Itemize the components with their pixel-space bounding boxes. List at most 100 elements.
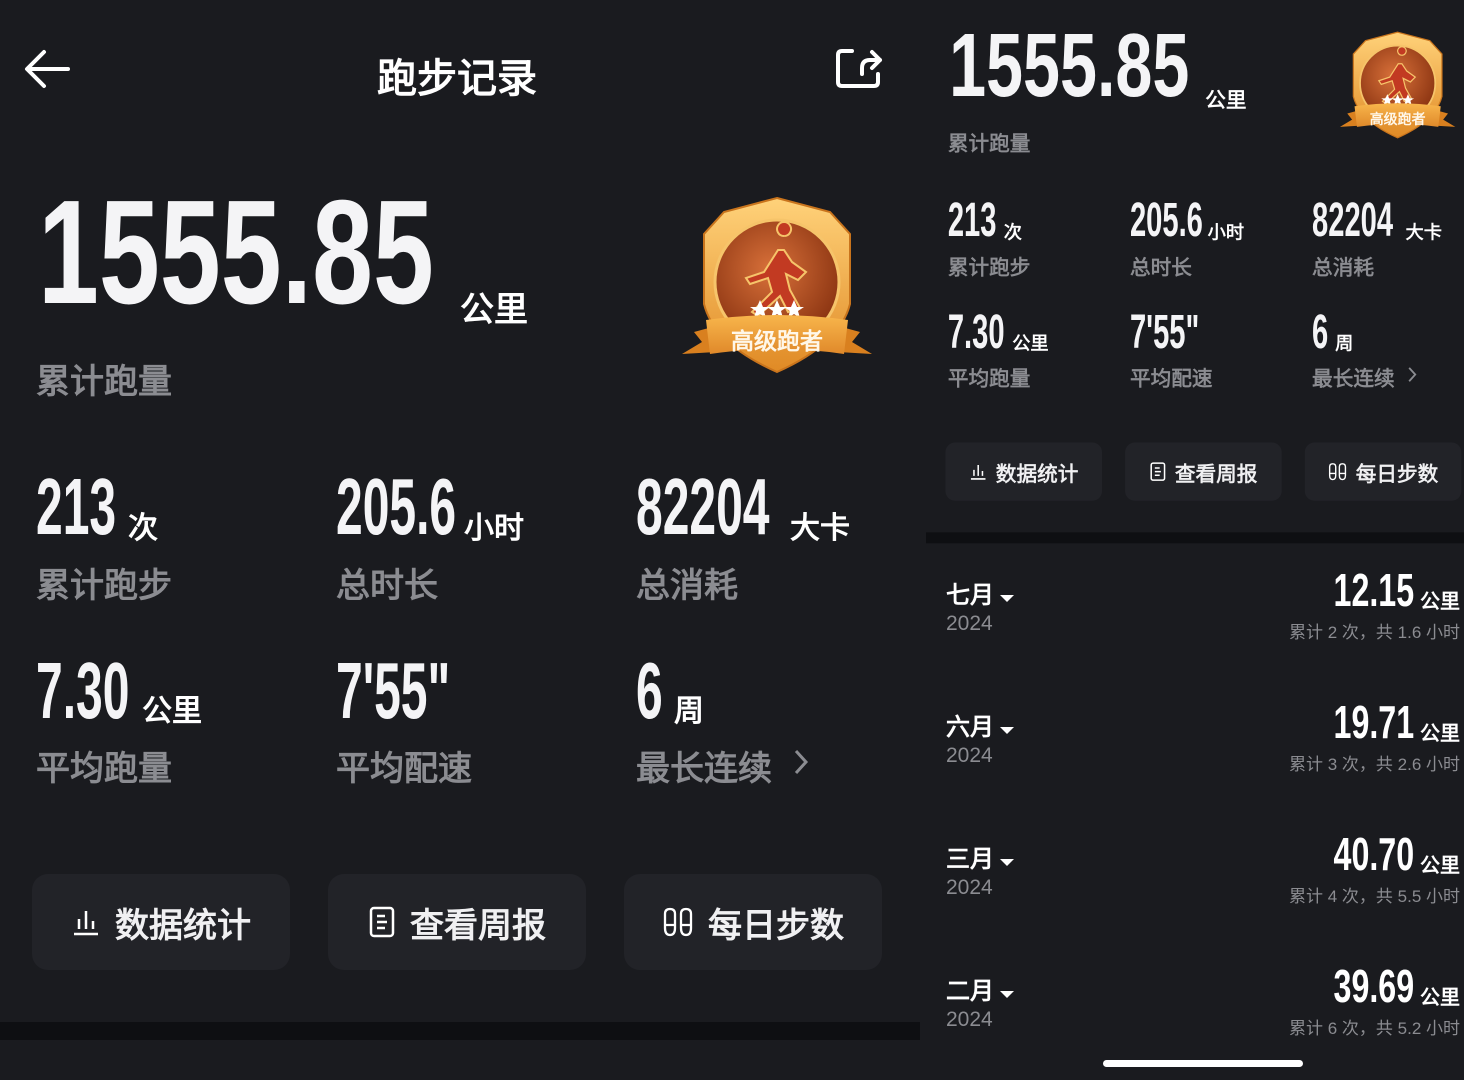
summary-section: 1555.85 公里 累计跑量 高级跑者 213 次 累计跑步: [926, 0, 1464, 568]
document-icon: [1150, 462, 1166, 481]
stat-unit: 小时: [1207, 222, 1245, 243]
button-label: 每日步数: [1355, 462, 1439, 486]
stat-label: 累计跑步: [36, 567, 172, 605]
stat-value: 82204: [1312, 192, 1394, 247]
stat-value: 213: [947, 192, 997, 247]
month-label[interactable]: 三月: [946, 839, 1014, 874]
data-statistics-button[interactable]: 数据统计: [945, 442, 1103, 501]
stat-label: 总消耗: [636, 567, 738, 605]
stat-label: 总时长: [1129, 256, 1192, 280]
arrow-left-icon[interactable]: [22, 48, 72, 90]
month-label[interactable]: 二月: [946, 971, 1014, 1006]
section-divider: [926, 532, 1464, 544]
total-distance-value: 1555.85: [38, 170, 434, 335]
month-label[interactable]: 七月: [946, 575, 1014, 610]
footprints-icon: [1328, 463, 1347, 481]
button-label: 数据统计: [115, 906, 251, 945]
year-label: 2024: [946, 744, 993, 767]
weekly-report-button[interactable]: 查看周报: [328, 874, 586, 970]
stat-value: 7'55": [1129, 304, 1200, 359]
button-label: 查看周报: [1174, 462, 1258, 486]
runner-badge-icon: [682, 196, 872, 374]
stat-label: 平均配速: [336, 750, 472, 788]
month-distance: 39.69: [1333, 960, 1414, 1012]
section-divider: [0, 1022, 920, 1040]
stat-value: 7.30: [947, 304, 1005, 359]
month-distance-unit: 公里: [1420, 723, 1460, 745]
total-distance-label: 累计跑量: [36, 363, 172, 401]
stat-unit: 周: [1335, 333, 1354, 354]
weekly-report-button[interactable]: 查看周报: [1125, 442, 1282, 501]
summary-section: 1555.85 公里 累计跑量 高级跑者 213 次 累计跑步: [0, 170, 920, 1040]
year-label: 2024: [946, 876, 993, 899]
month-label[interactable]: 六月: [946, 707, 1014, 742]
senior-runner-badge[interactable]: 高级跑者: [1339, 30, 1457, 142]
chevron-right-icon: [794, 749, 809, 775]
page-title: 跑步记录: [377, 57, 537, 101]
stat-label: 总时长: [336, 567, 438, 605]
stat-unit: 小时: [464, 512, 524, 545]
senior-runner-badge[interactable]: 高级跑者: [680, 194, 874, 378]
stat-unit: 大卡: [1405, 222, 1442, 243]
total-distance-value: 1555.85: [949, 15, 1190, 116]
stat-label: 最长连续: [636, 750, 772, 788]
stat-label: 平均跑量: [947, 367, 1031, 391]
stat-value: 205.6: [1129, 192, 1203, 247]
stat-value: 205.6: [336, 462, 457, 551]
stat-value: 6: [1312, 304, 1329, 359]
month-distance-unit: 公里: [1420, 855, 1460, 877]
running-record-screen: 跑步记录 1555.85 公里 累计跑量 高级跑者 213 次: [0, 46, 920, 1040]
bar-chart-icon: [970, 464, 986, 480]
month-summary: 累计 4 次，共 5.5 小时: [1289, 887, 1460, 906]
month-distance: 12.15: [1333, 564, 1414, 616]
stat-label: 平均跑量: [36, 750, 172, 788]
caret-down-icon: [1000, 991, 1014, 998]
stat-value: 6: [636, 646, 663, 735]
month-summary: 累计 6 次，共 5.2 小时: [1289, 1019, 1460, 1038]
daily-steps-button[interactable]: 每日步数: [1304, 442, 1462, 501]
stat-unit: 公里: [142, 695, 202, 728]
stat-unit: 周: [674, 695, 704, 728]
stat-unit: 公里: [1012, 333, 1049, 354]
stat-value: 82204: [636, 462, 770, 551]
stat-unit: 次: [128, 512, 158, 545]
monthly-list: 七月 2024 12.15 公里 累计 2 次，共 1.6 小时 六月 2024 …: [920, 545, 1464, 1080]
stat-label: 最长连续: [1312, 367, 1395, 391]
total-distance-unit: 公里: [1205, 88, 1247, 112]
button-label: 查看周报: [410, 906, 546, 945]
running-record-screen-scrolled: 1555.85 公里 累计跑量 高级跑者 213 次 累计跑步: [920, 0, 1464, 1080]
total-distance-unit: 公里: [460, 291, 528, 329]
stat-value: 7.30: [36, 646, 130, 735]
month-distance: 19.71: [1333, 696, 1414, 748]
caret-down-icon: [1000, 727, 1014, 734]
month-summary: 累计 3 次，共 2.6 小时: [1289, 755, 1460, 774]
month-distance-unit: 公里: [1420, 591, 1460, 613]
month-summary: 累计 2 次，共 1.6 小时: [1289, 623, 1460, 642]
button-label: 数据统计: [995, 462, 1079, 486]
document-icon: [369, 906, 395, 938]
daily-steps-button[interactable]: 每日步数: [624, 874, 882, 970]
share-icon[interactable]: [834, 46, 884, 90]
footprints-icon: [663, 907, 693, 937]
runner-badge-icon: [1339, 31, 1456, 139]
chevron-right-icon: [1408, 367, 1417, 382]
stat-unit: 大卡: [790, 512, 850, 545]
month-distance: 40.70: [1333, 828, 1414, 880]
stat-value: 213: [36, 462, 117, 551]
stat-value: 7'55": [336, 646, 451, 735]
bar-chart-icon: [74, 911, 98, 936]
badge-label: 高级跑者: [731, 328, 823, 354]
stat-label: 累计跑步: [947, 256, 1031, 280]
stat-unit: 次: [1003, 222, 1022, 243]
data-statistics-button[interactable]: 数据统计: [32, 874, 290, 970]
caret-down-icon: [1000, 859, 1014, 866]
home-indicator[interactable]: [1103, 1060, 1303, 1067]
year-label: 2024: [946, 1008, 993, 1031]
stat-label: 平均配速: [1129, 367, 1213, 391]
month-distance-unit: 公里: [1420, 987, 1460, 1009]
year-label: 2024: [946, 612, 993, 635]
total-distance-label: 累计跑量: [947, 132, 1031, 156]
caret-down-icon: [1000, 595, 1014, 602]
badge-label: 高级跑者: [1369, 111, 1426, 127]
button-label: 每日步数: [708, 906, 844, 945]
